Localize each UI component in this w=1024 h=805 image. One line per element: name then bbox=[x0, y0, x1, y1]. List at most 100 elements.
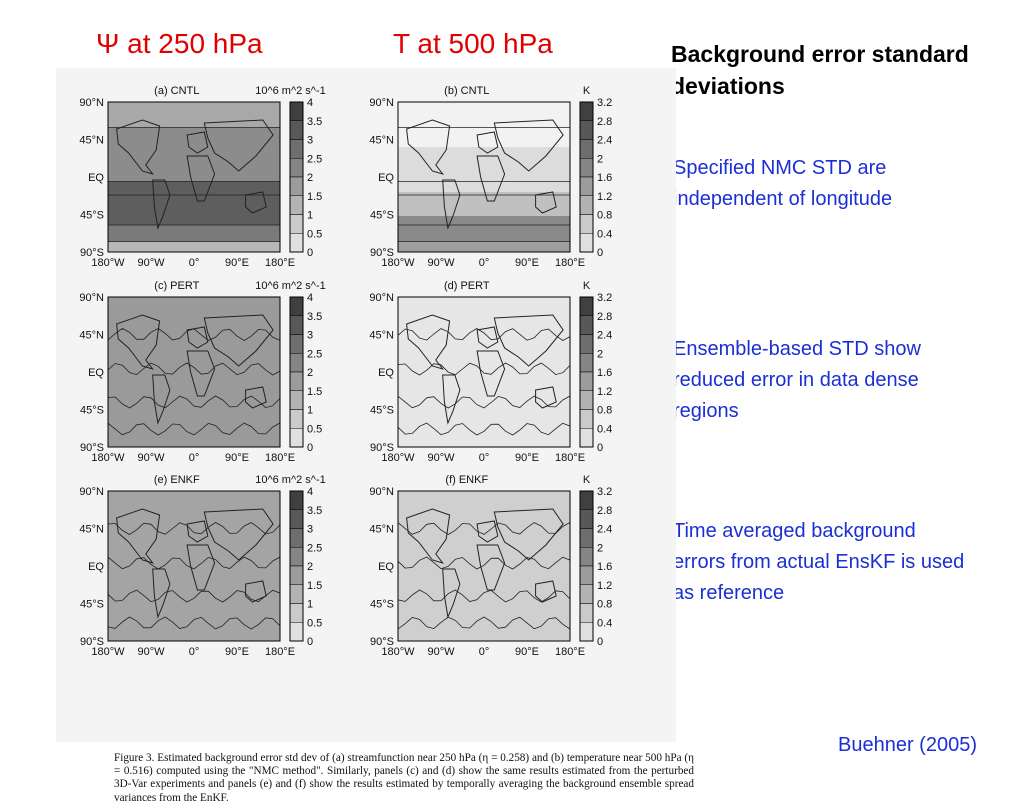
continent-outline bbox=[186, 350, 216, 397]
contour-line bbox=[397, 422, 571, 436]
map-band bbox=[398, 605, 570, 631]
lat-label: 90°S bbox=[80, 247, 104, 259]
contour-line bbox=[397, 362, 571, 376]
citation: Buehner (2005) bbox=[838, 734, 977, 756]
contour-line bbox=[107, 395, 281, 409]
colorbar-segment bbox=[289, 409, 304, 429]
paper-figure: (a) CNTL 90°N 45°N EQ 45°S 90°S 180°W 90°W 0° 90°… bbox=[56, 68, 694, 804]
colorbar-tick: 2.5 bbox=[307, 542, 322, 554]
contour-line bbox=[397, 522, 571, 535]
lat-label: EQ bbox=[88, 172, 104, 184]
lon-label: 90°E bbox=[225, 257, 249, 269]
lon-label: 180°E bbox=[265, 257, 295, 269]
map-band bbox=[108, 102, 280, 128]
continent-outline bbox=[535, 191, 557, 214]
lat-label: 45°N bbox=[79, 524, 104, 536]
lat-label: 45°S bbox=[80, 210, 104, 222]
continent-outline bbox=[493, 119, 564, 172]
panel-label: (e) ENKF bbox=[154, 474, 200, 486]
colorbar-tick: 1 bbox=[307, 405, 313, 417]
lon-label: 180°W bbox=[381, 646, 415, 658]
map-band bbox=[108, 491, 280, 517]
colorbar-segment bbox=[579, 158, 594, 178]
lat-label: 45°N bbox=[369, 330, 394, 342]
colorbar-tick: 0 bbox=[597, 442, 603, 454]
continent-outline bbox=[406, 508, 451, 564]
colorbar-segment bbox=[289, 371, 304, 391]
lat-label: EQ bbox=[378, 367, 394, 379]
colorbar-tick: 0.8 bbox=[597, 599, 612, 611]
colorbar-tick: 0.5 bbox=[307, 423, 322, 435]
map-band bbox=[398, 147, 570, 192]
colorbar-segment bbox=[579, 139, 594, 159]
colorbar-tick: 3.5 bbox=[307, 311, 322, 323]
lon-label: 180°E bbox=[555, 646, 585, 658]
colorbar-tick: 0 bbox=[307, 442, 313, 454]
colorbar-units: 10^6 m^2 s^-1 bbox=[255, 280, 326, 292]
continent-outline bbox=[406, 119, 451, 175]
lon-label: 90°E bbox=[515, 257, 539, 269]
lat-label: 45°S bbox=[80, 405, 104, 417]
colorbar-segment bbox=[579, 315, 594, 335]
slide-title: Background error standard deviations bbox=[671, 41, 969, 99]
colorbar-tick: 0.8 bbox=[597, 210, 612, 222]
contour-line bbox=[397, 328, 571, 341]
map-frame bbox=[107, 490, 281, 642]
colorbar-tick: 2.8 bbox=[597, 116, 612, 128]
colorbar-segment bbox=[289, 565, 304, 585]
colorbar-segment bbox=[579, 353, 594, 373]
continent-outline bbox=[116, 508, 161, 564]
colorbar-tick: 3 bbox=[307, 330, 313, 342]
lat-label: EQ bbox=[378, 561, 394, 573]
lat-label: 90°S bbox=[370, 636, 394, 648]
continent-outline bbox=[152, 374, 171, 425]
map-band bbox=[108, 516, 280, 571]
colorbar-segment bbox=[579, 101, 594, 121]
colorbar-units: K bbox=[583, 474, 591, 486]
contour-line bbox=[107, 422, 281, 436]
colorbar-frame bbox=[579, 101, 594, 253]
colorbar-tick: 0.5 bbox=[307, 228, 322, 240]
colorbar-frame bbox=[579, 296, 594, 448]
note-enkf: Time averaged background errors from act… bbox=[673, 520, 965, 604]
note-nmc: Specified NMC STD are independent of lon… bbox=[673, 157, 893, 210]
lon-label: 180°E bbox=[555, 452, 585, 464]
colorbar-tick: 2 bbox=[307, 367, 313, 379]
colorbar-tick: 0.4 bbox=[597, 423, 612, 435]
colorbar-tick: 0 bbox=[307, 247, 313, 259]
colorbar-segment bbox=[289, 233, 304, 253]
colorbar-tick: 2.4 bbox=[597, 135, 612, 147]
lon-label: 0° bbox=[479, 452, 490, 464]
continent-outline bbox=[203, 119, 274, 172]
lat-label: 45°N bbox=[79, 330, 104, 342]
colorbar-tick: 0.4 bbox=[597, 617, 612, 629]
colorbar-tick: 1 bbox=[307, 210, 313, 222]
colorbar-segment bbox=[579, 334, 594, 354]
lat-label: 90°N bbox=[79, 97, 104, 109]
continent-outline bbox=[186, 155, 216, 202]
map-band bbox=[398, 411, 570, 437]
colorbar-tick: 1.5 bbox=[307, 191, 322, 203]
continent-outline bbox=[476, 326, 499, 349]
colorbar-tick: 2 bbox=[597, 153, 603, 165]
lon-label: 90°W bbox=[137, 452, 165, 464]
continent-outline bbox=[493, 508, 564, 561]
lat-label: 45°S bbox=[80, 599, 104, 611]
colorbar-tick: 1.2 bbox=[597, 580, 612, 592]
lon-label: 180°W bbox=[91, 646, 125, 658]
colorbar-tick: 2.4 bbox=[597, 330, 612, 342]
contour-line bbox=[397, 556, 571, 570]
colorbar-tick: 1.2 bbox=[597, 386, 612, 398]
continent-outline bbox=[493, 314, 564, 367]
colorbar-tick: 2.4 bbox=[597, 524, 612, 536]
lat-label: 45°S bbox=[370, 405, 394, 417]
lat-label: EQ bbox=[88, 367, 104, 379]
lon-label: 180°W bbox=[91, 257, 125, 269]
colorbar-segment bbox=[579, 490, 594, 510]
colorbar-tick: 0 bbox=[307, 636, 313, 648]
lon-label: 180°W bbox=[381, 257, 415, 269]
map-band bbox=[398, 436, 570, 447]
colorbar-segment bbox=[289, 334, 304, 354]
